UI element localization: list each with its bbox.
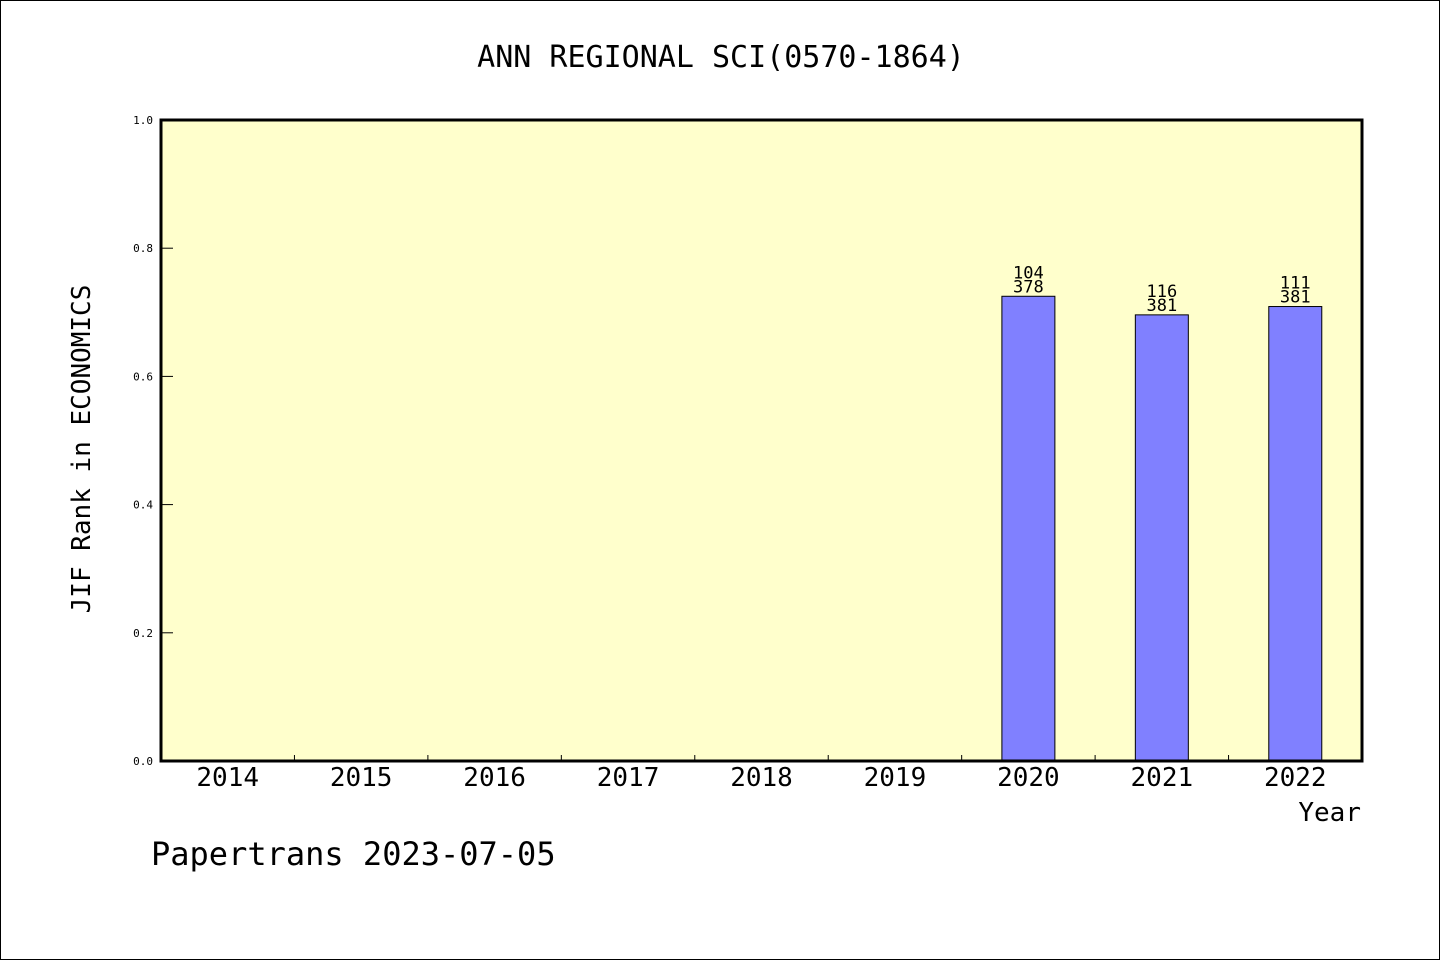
x-tick-label: 2015: [330, 763, 393, 793]
footer-credit: Papertrans 2023-07-05: [151, 835, 556, 873]
x-tick-label: 2014: [196, 763, 259, 793]
y-tick-label: 0.6: [133, 370, 153, 383]
plot-border: [159, 118, 1364, 763]
y-axis-ticks: 0.0 0.2 0.4 0.6 0.8 1.0: [133, 114, 173, 768]
bar-rank-label: 116: [1146, 282, 1177, 302]
bar-2022: [1268, 306, 1323, 762]
x-axis-label: Year: [1298, 798, 1361, 828]
bar-2020: [1001, 295, 1056, 762]
y-tick-label: 1.0: [133, 114, 153, 127]
bar-rank-label: 111: [1280, 274, 1311, 294]
y-tick-label: 0.2: [133, 627, 153, 640]
x-tick-label: 2022: [1264, 763, 1327, 793]
bar-total-label: 381: [1146, 296, 1177, 316]
x-tick-label: 2016: [463, 763, 526, 793]
chart-title: ANN REGIONAL SCI(0570-1864): [477, 40, 965, 75]
x-tick-label: 2020: [997, 763, 1060, 793]
x-tick-label: 2018: [730, 763, 793, 793]
y-axis-label: JIF Rank in ECONOMICS: [67, 285, 97, 614]
y-tick-label: 0.0: [133, 755, 153, 768]
x-axis-ticks: 2014 2015 2016 2017 2018 2019 2020 2021 2022: [196, 755, 1327, 793]
bar-rank-label: 104: [1013, 263, 1044, 283]
bar-total-label: 378: [1013, 277, 1044, 297]
bar-2021: [1134, 314, 1189, 762]
bar-total-label: 381: [1280, 288, 1311, 308]
y-tick-label: 0.4: [133, 499, 153, 512]
y-tick-label: 0.8: [133, 242, 153, 255]
x-tick-label: 2019: [864, 763, 927, 793]
x-tick-label: 2017: [597, 763, 660, 793]
x-tick-label: 2021: [1131, 763, 1194, 793]
